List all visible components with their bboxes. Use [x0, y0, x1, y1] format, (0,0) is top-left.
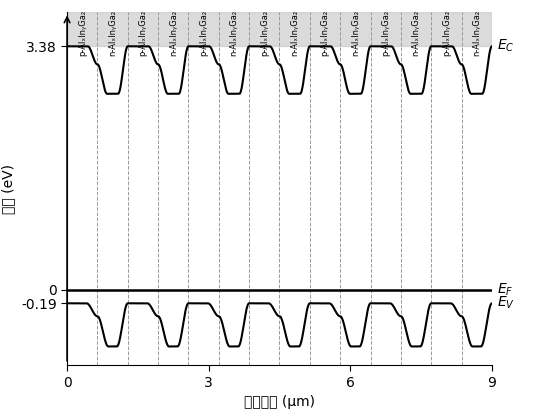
Text: p-AlₓInᵧGa₂N: p-AlₓInᵧGa₂N [260, 3, 269, 56]
Text: n-AlₓInᵧGa₂N: n-AlₓInᵧGa₂N [351, 3, 360, 56]
Bar [67, 12, 492, 46]
Text: p-AlₓInᵧGa₂N: p-AlₓInᵧGa₂N [442, 3, 451, 56]
Text: n-AlₓInᵧGa₂N: n-AlₓInᵧGa₂N [472, 3, 481, 56]
Text: p-AlₓInᵧGa₂N: p-AlₓInᵧGa₂N [320, 3, 329, 56]
Text: n-AlₓInᵧGa₂N: n-AlₓInᵧGa₂N [108, 3, 117, 56]
Y-axis label: 能量 (eV): 能量 (eV) [1, 164, 15, 214]
Text: n-AlₓInᵧGa₂N: n-AlₓInᵧGa₂N [169, 3, 178, 56]
Text: $E_V$: $E_V$ [496, 295, 515, 312]
Text: p-AlₓInᵧGa₂N: p-AlₓInᵧGa₂N [139, 3, 148, 56]
Text: n-AlₓInᵧGa₂N: n-AlₓInᵧGa₂N [411, 3, 420, 56]
Text: $E_F$: $E_F$ [496, 281, 513, 298]
Text: p-AlₓInᵧGa₂N: p-AlₓInᵧGa₂N [199, 3, 208, 56]
Text: $E_C$: $E_C$ [496, 38, 514, 54]
Text: p-AlₓInᵧGa₂N: p-AlₓInᵧGa₂N [381, 3, 390, 56]
Text: n-AlₓInᵧGa₂N: n-AlₓInᵧGa₂N [290, 3, 299, 56]
Text: n-AlₓInᵧGa₂N: n-AlₓInᵧGa₂N [230, 3, 239, 56]
Text: p-AlₓInᵧGa₂N: p-AlₓInᵧGa₂N [78, 3, 87, 56]
X-axis label: 横向坐标 (μm): 横向坐标 (μm) [244, 395, 315, 409]
